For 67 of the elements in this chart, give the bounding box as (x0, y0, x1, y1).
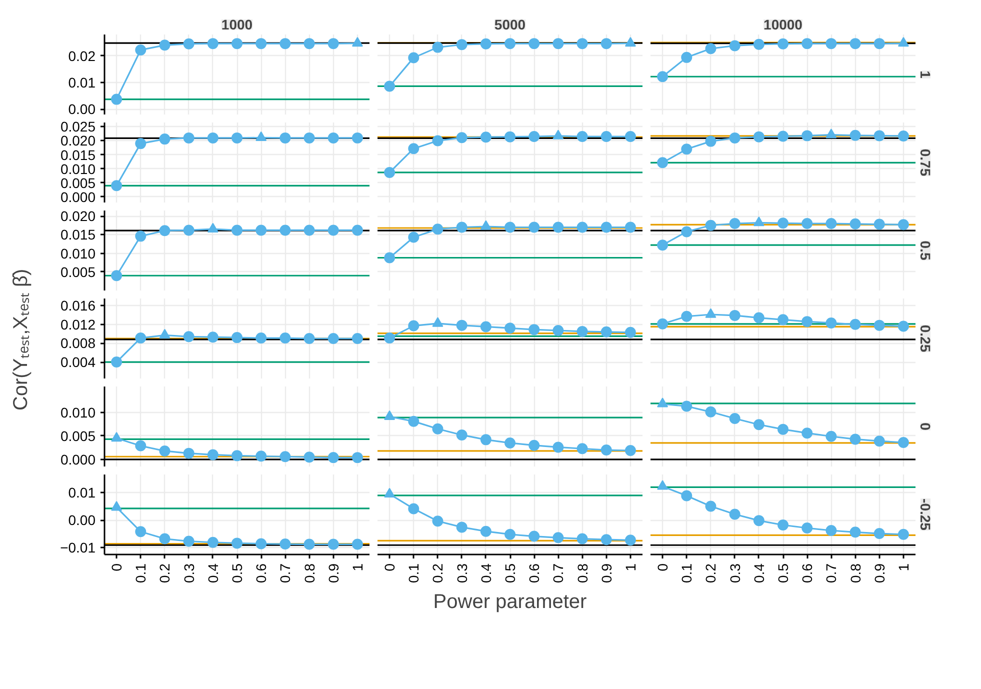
y-tick-label: 0.025 (60, 118, 96, 135)
x-tick-label: 0.5 (502, 563, 518, 583)
x-tick-label: 0.7 (823, 563, 840, 583)
chart-title: 5000 (494, 16, 526, 32)
x-tick-label: 0.8 (574, 563, 590, 583)
x-tick-label: 0.3 (726, 563, 743, 583)
y2-axis-title: -0.25 (918, 498, 934, 531)
y-tick-label: 0.015 (60, 146, 96, 163)
y2-axis-title: 0 (918, 422, 934, 431)
y-tick-label: 0.00 (68, 512, 96, 528)
x-tick-label: 0.6 (526, 563, 542, 583)
y-tick-label: 0.010 (60, 160, 96, 177)
x-tick-label: 0.9 (598, 563, 614, 583)
x-tick-label: 0.7 (277, 563, 294, 583)
x-tick-label: 0.6 (253, 563, 270, 583)
y-tick-label: 0.005 (60, 428, 96, 444)
y-tick-label: 0.012 (60, 316, 96, 332)
y-tick-label: 0.010 (60, 245, 96, 262)
y-tick-label: 0.005 (60, 174, 96, 191)
x-tick-label: 0.9 (325, 563, 342, 583)
x-tick-label: 0.3 (180, 563, 197, 583)
x-tick-label: 0.2 (430, 563, 446, 583)
y-tick-label: 0.020 (60, 208, 96, 224)
x-tick-label: 0.8 (301, 563, 318, 583)
y-tick-label: 0.020 (60, 132, 96, 149)
y-tick-label: −0.01 (60, 540, 96, 556)
y-tick-label: 0.02 (68, 48, 96, 64)
y-tick-label: 0.004 (60, 354, 96, 370)
x-tick-label: 0.3 (454, 563, 470, 583)
x-axis-title: Power parameter (433, 590, 588, 613)
y2-axis-title: 1 (918, 70, 934, 79)
y2-axis-title: 0.75 (918, 148, 934, 176)
x-tick-label: 0 (654, 563, 671, 572)
x-tick-label: 0.4 (204, 563, 221, 583)
x-tick-label: 1 (349, 563, 366, 572)
x-tick-label: 0.2 (702, 563, 719, 583)
y-tick-label: 0.008 (60, 335, 96, 352)
chart-title: 1000 (221, 16, 253, 32)
x-tick-label: 0 (108, 563, 125, 572)
y2-axis-title: 0.5 (918, 240, 934, 260)
x-tick-label: 0.1 (132, 563, 149, 583)
x-tick-label: 0.2 (156, 563, 173, 583)
chart-title: 10000 (764, 16, 803, 32)
y-axis-title: Cor(Yₜₑₛₜ,Xₜₑₛₜ β̂) (10, 268, 32, 411)
y-tick-label: 0.015 (60, 226, 96, 243)
y-tick-label: 0.010 (60, 404, 96, 420)
x-tick-label: 0.5 (229, 563, 245, 583)
x-tick-label: 1 (895, 563, 912, 572)
x-tick-label: 0.7 (550, 563, 566, 583)
y-tick-label: 0.00 (68, 101, 96, 118)
x-tick-label: 0.9 (871, 563, 888, 583)
y-tick-label: 0.01 (68, 74, 96, 90)
y-tick-label: 0.000 (60, 451, 96, 468)
x-tick-label: 0.4 (478, 563, 494, 583)
y-tick-label: 0.01 (68, 484, 96, 500)
x-tick-label: 0.1 (678, 563, 695, 583)
y2-axis-title: 0.25 (918, 324, 934, 352)
x-tick-label: 0.6 (799, 563, 816, 583)
x-tick-label: 0.8 (847, 563, 864, 583)
y-tick-label: 0.005 (60, 264, 96, 280)
x-tick-label: 1 (622, 563, 638, 572)
y-tick-label: 0.000 (60, 188, 96, 205)
x-tick-label: 0.1 (406, 563, 422, 583)
x-tick-label: 0.4 (750, 563, 767, 583)
y-tick-label: 0.016 (60, 298, 96, 314)
x-tick-label: 0 (382, 563, 398, 572)
x-tick-label: 0.5 (775, 563, 791, 583)
